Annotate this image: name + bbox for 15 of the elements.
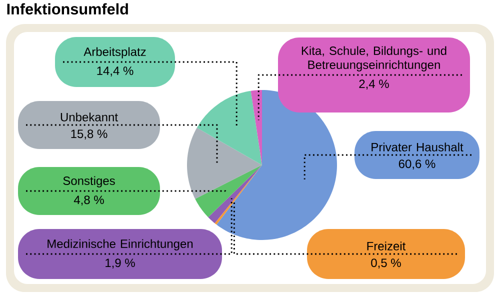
chart-title: Infektionsumfeld xyxy=(7,3,128,15)
data-label: 0,5 % xyxy=(371,258,401,268)
data-label: 4,8 % xyxy=(74,196,104,206)
slice-label: Medizinische Einrichtungen xyxy=(48,239,193,250)
data-label: 2,4 % xyxy=(359,80,389,90)
slice-label: Privater Haushalt xyxy=(372,142,464,152)
slice-label: Unbekannt xyxy=(60,112,118,122)
slice-label: Freizeit xyxy=(367,242,406,250)
data-label: 15,8 % xyxy=(71,130,108,140)
slice-label: Arbeitsplatz xyxy=(84,47,146,58)
data-label: 14,4 % xyxy=(97,66,134,76)
slice-label: Kita, Schule, Bildungs- und Betreuungseinrichtungen xyxy=(302,46,446,72)
data-label: 60,6 % xyxy=(398,160,436,170)
slice-label: Sonstiges xyxy=(63,176,115,188)
data-label: 1,9 % xyxy=(106,258,135,268)
